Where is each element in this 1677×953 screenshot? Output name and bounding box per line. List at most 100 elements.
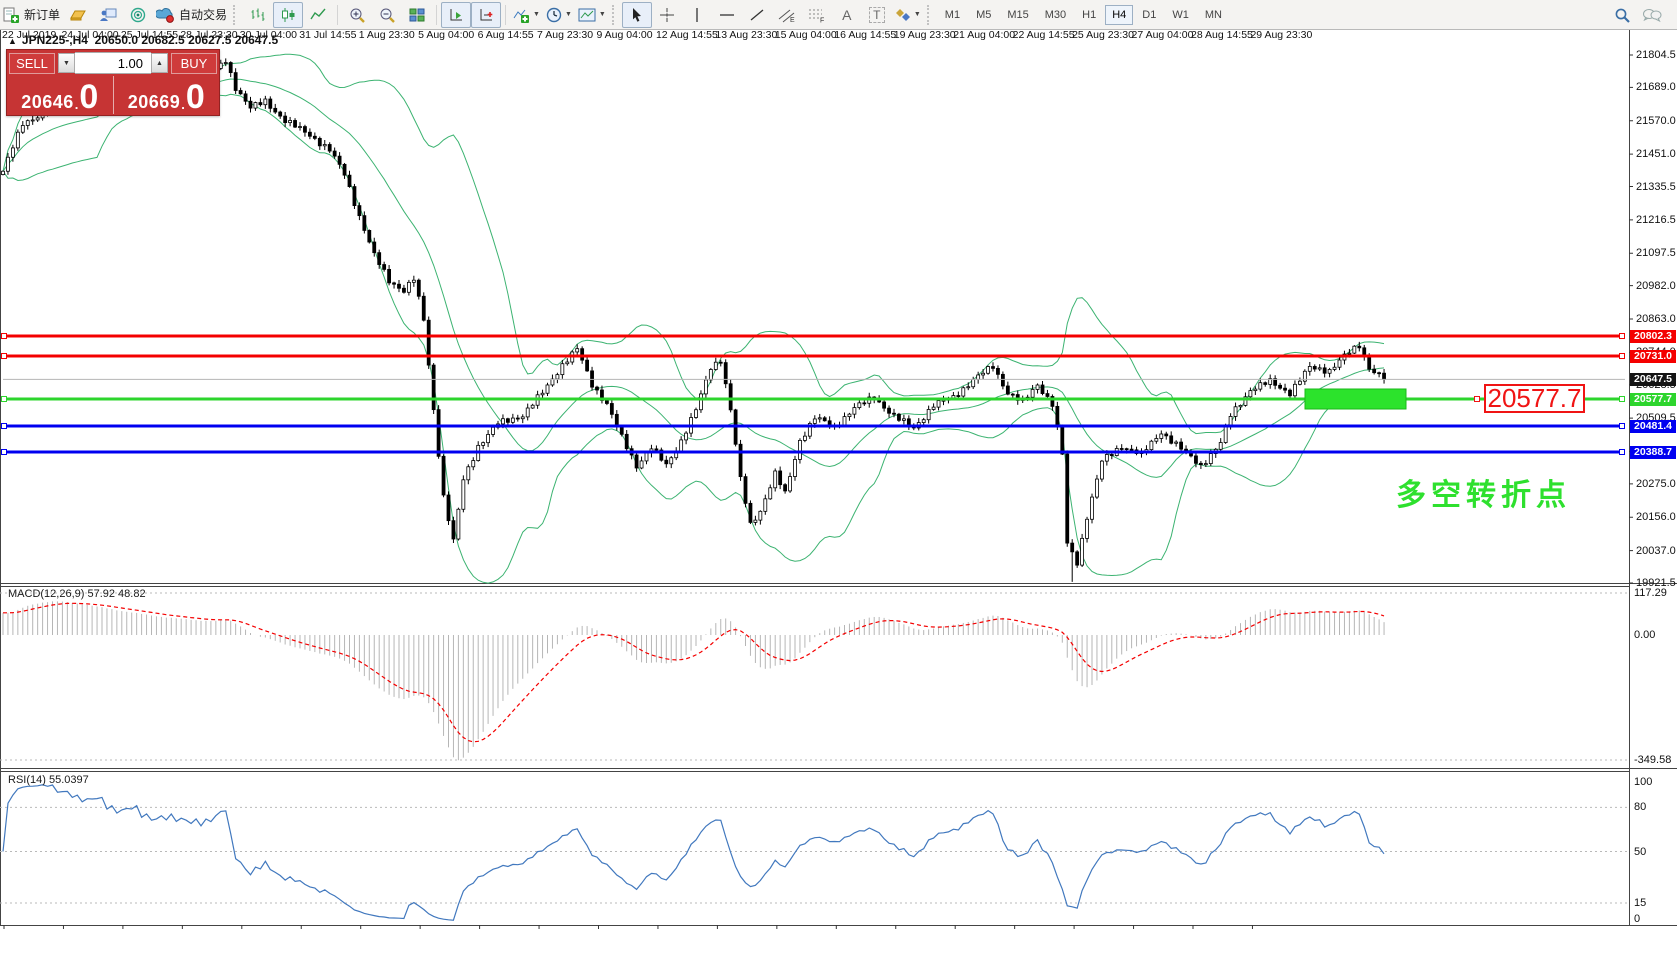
terminal-button[interactable] (123, 2, 153, 28)
time-axis-label: 24 Jul 04:00 (61, 29, 119, 41)
zoom-in-button[interactable] (342, 2, 372, 28)
template-icon (578, 8, 596, 21)
zoom-out-button[interactable] (372, 2, 402, 28)
timeframe-m1[interactable]: M1 (938, 5, 967, 25)
autotrading-label: 自动交易 (179, 8, 228, 22)
shapes-icon (895, 8, 910, 21)
price-axis-tick: 20863.0 (1636, 313, 1676, 325)
time-axis-label: 22 Jul 2019 (2, 29, 57, 41)
chart-shift-button[interactable] (471, 1, 502, 28)
time-axis-label: 1 Aug 23:30 (358, 29, 415, 41)
toolbar: 新订单 自动交易 (0, 0, 1677, 30)
sell-price-main: 20646 (21, 92, 74, 112)
horizontal-line-tool-button[interactable] (712, 2, 742, 28)
autotrading-icon (156, 7, 174, 23)
auto-scroll-icon (450, 8, 463, 20)
toolbar-grip[interactable] (611, 4, 619, 25)
tile-windows-button[interactable] (402, 2, 432, 28)
timeframe-w1[interactable]: W1 (1165, 5, 1196, 25)
new-order-button[interactable]: 新订单 (0, 2, 63, 28)
price-badge: 20647.5 (1630, 373, 1676, 387)
buy-price[interactable]: 20669. 0 (112, 76, 220, 117)
trendline-tool-button[interactable] (742, 2, 772, 28)
time-axis-label: 15 Aug 04:00 (774, 29, 837, 41)
timeframe-m15[interactable]: M15 (1000, 5, 1035, 25)
time-axis-label: 6 Aug 14:55 (477, 29, 534, 41)
line-chart-icon (310, 8, 326, 19)
timeframe-h1[interactable]: H1 (1075, 5, 1103, 25)
buy-button[interactable]: BUY (171, 52, 217, 74)
periods-button[interactable]: ▼ (543, 2, 575, 28)
buy-price-pip: 0 (185, 78, 205, 117)
time-axis-label: 22 Aug 14:55 (1012, 29, 1075, 41)
timeframe-mn[interactable]: MN (1198, 5, 1229, 25)
search-button[interactable] (1607, 2, 1637, 28)
svg-text:F: F (820, 17, 824, 23)
price-axis-tick: 21097.5 (1636, 247, 1676, 260)
arrows-dropdown-icon[interactable]: ▼ (913, 11, 921, 18)
toolbar-grip[interactable] (233, 4, 240, 25)
cursor-tool-button[interactable] (621, 1, 652, 28)
chart-title: ▲ JPN225-,H4 20650.0 20682.5 20627.5 2064… (8, 33, 278, 47)
templates-button[interactable]: ▼ (575, 2, 609, 28)
macd-axis-tick: 117.29 (1634, 587, 1667, 599)
volume-decrease-button[interactable]: ▼ (58, 53, 75, 73)
channel-tool-button[interactable]: E (772, 2, 802, 28)
rsi-axis-tick: 15 (1634, 896, 1647, 909)
time-axis-label: 21 Aug 04:00 (953, 29, 1016, 41)
timeframe-m30[interactable]: M30 (1038, 5, 1073, 25)
candlestick-icon (282, 7, 295, 22)
templates-dropdown-icon[interactable]: ▼ (598, 11, 606, 18)
time-axis-label: 27 Aug 04:00 (1131, 29, 1194, 41)
vertical-line-tool-button[interactable] (682, 2, 712, 28)
sell-price[interactable]: 20646. 0 (21, 78, 99, 117)
buy-price-main: 20669 (127, 92, 181, 112)
text-label-tool-button[interactable]: T (862, 2, 892, 28)
autotrading-button[interactable]: 自动交易 (153, 2, 230, 28)
terminal-icon (130, 7, 145, 22)
bar-chart-button[interactable] (243, 2, 273, 28)
bar-chart-icon (251, 8, 265, 21)
chat-button[interactable] (1637, 2, 1667, 28)
rsi-axis-tick: 0 (1634, 913, 1641, 926)
sell-button[interactable]: SELL (9, 52, 55, 74)
navigator-button[interactable] (93, 2, 123, 28)
volume-increase-button[interactable]: ▲ (151, 53, 168, 73)
price-axis-tick: 20275.0 (1636, 477, 1676, 490)
crosshair-tool-button[interactable] (652, 2, 682, 28)
indicators-button[interactable]: ▼ (510, 2, 543, 28)
price-chart-canvas[interactable] (0, 29, 1677, 953)
pivot-highlight-zone[interactable] (1304, 388, 1407, 410)
timeframe-d1[interactable]: D1 (1135, 5, 1163, 25)
new-order-icon (3, 7, 19, 23)
equidistant-channel-icon: E (778, 9, 795, 23)
price-badge: 20802.3 (1630, 330, 1676, 344)
volume-input[interactable] (75, 52, 151, 74)
line-chart-button[interactable] (303, 2, 333, 28)
periods-dropdown-icon[interactable]: ▼ (564, 11, 572, 18)
market-watch-button[interactable] (63, 2, 93, 28)
timeframe-m5[interactable]: M5 (969, 5, 998, 25)
candlestick-chart-button[interactable] (273, 1, 304, 28)
arrows-tool-button[interactable]: ▼ (892, 2, 924, 28)
timeframe-h4[interactable]: H4 (1105, 4, 1134, 25)
toolbar-grip[interactable] (926, 4, 934, 25)
timeframe-group: M1 M5 M15 M30 H1 H4 D1 W1 MN (937, 4, 1230, 25)
panel-collapse-icon[interactable]: ▲ (8, 36, 17, 46)
price-badge: 20481.4 (1630, 420, 1676, 433)
pivot-annotation-text[interactable]: 多空转折点 (1396, 479, 1571, 512)
time-axis-label: 12 Aug 14:55 (655, 29, 718, 41)
price-badge: 20388.7 (1630, 445, 1676, 459)
price-callout-box[interactable]: 20577.7 (1484, 384, 1585, 413)
indicators-dropdown-icon[interactable]: ▼ (533, 11, 540, 18)
price-axis-tick: 20037.0 (1636, 544, 1676, 557)
svg-text:E: E (790, 17, 795, 23)
fibonacci-tool-button[interactable]: F (802, 2, 832, 28)
macd-axis-tick: -349.58 (1634, 754, 1672, 766)
chart-shift-icon (480, 8, 493, 20)
price-axis-tick: 21570.0 (1636, 114, 1676, 127)
text-tool-button[interactable]: A (842, 6, 852, 23)
price-axis-tick: 21216.5 (1636, 213, 1676, 226)
price-axis-tick: 21689.0 (1636, 81, 1676, 94)
auto-scroll-button[interactable] (441, 1, 472, 28)
